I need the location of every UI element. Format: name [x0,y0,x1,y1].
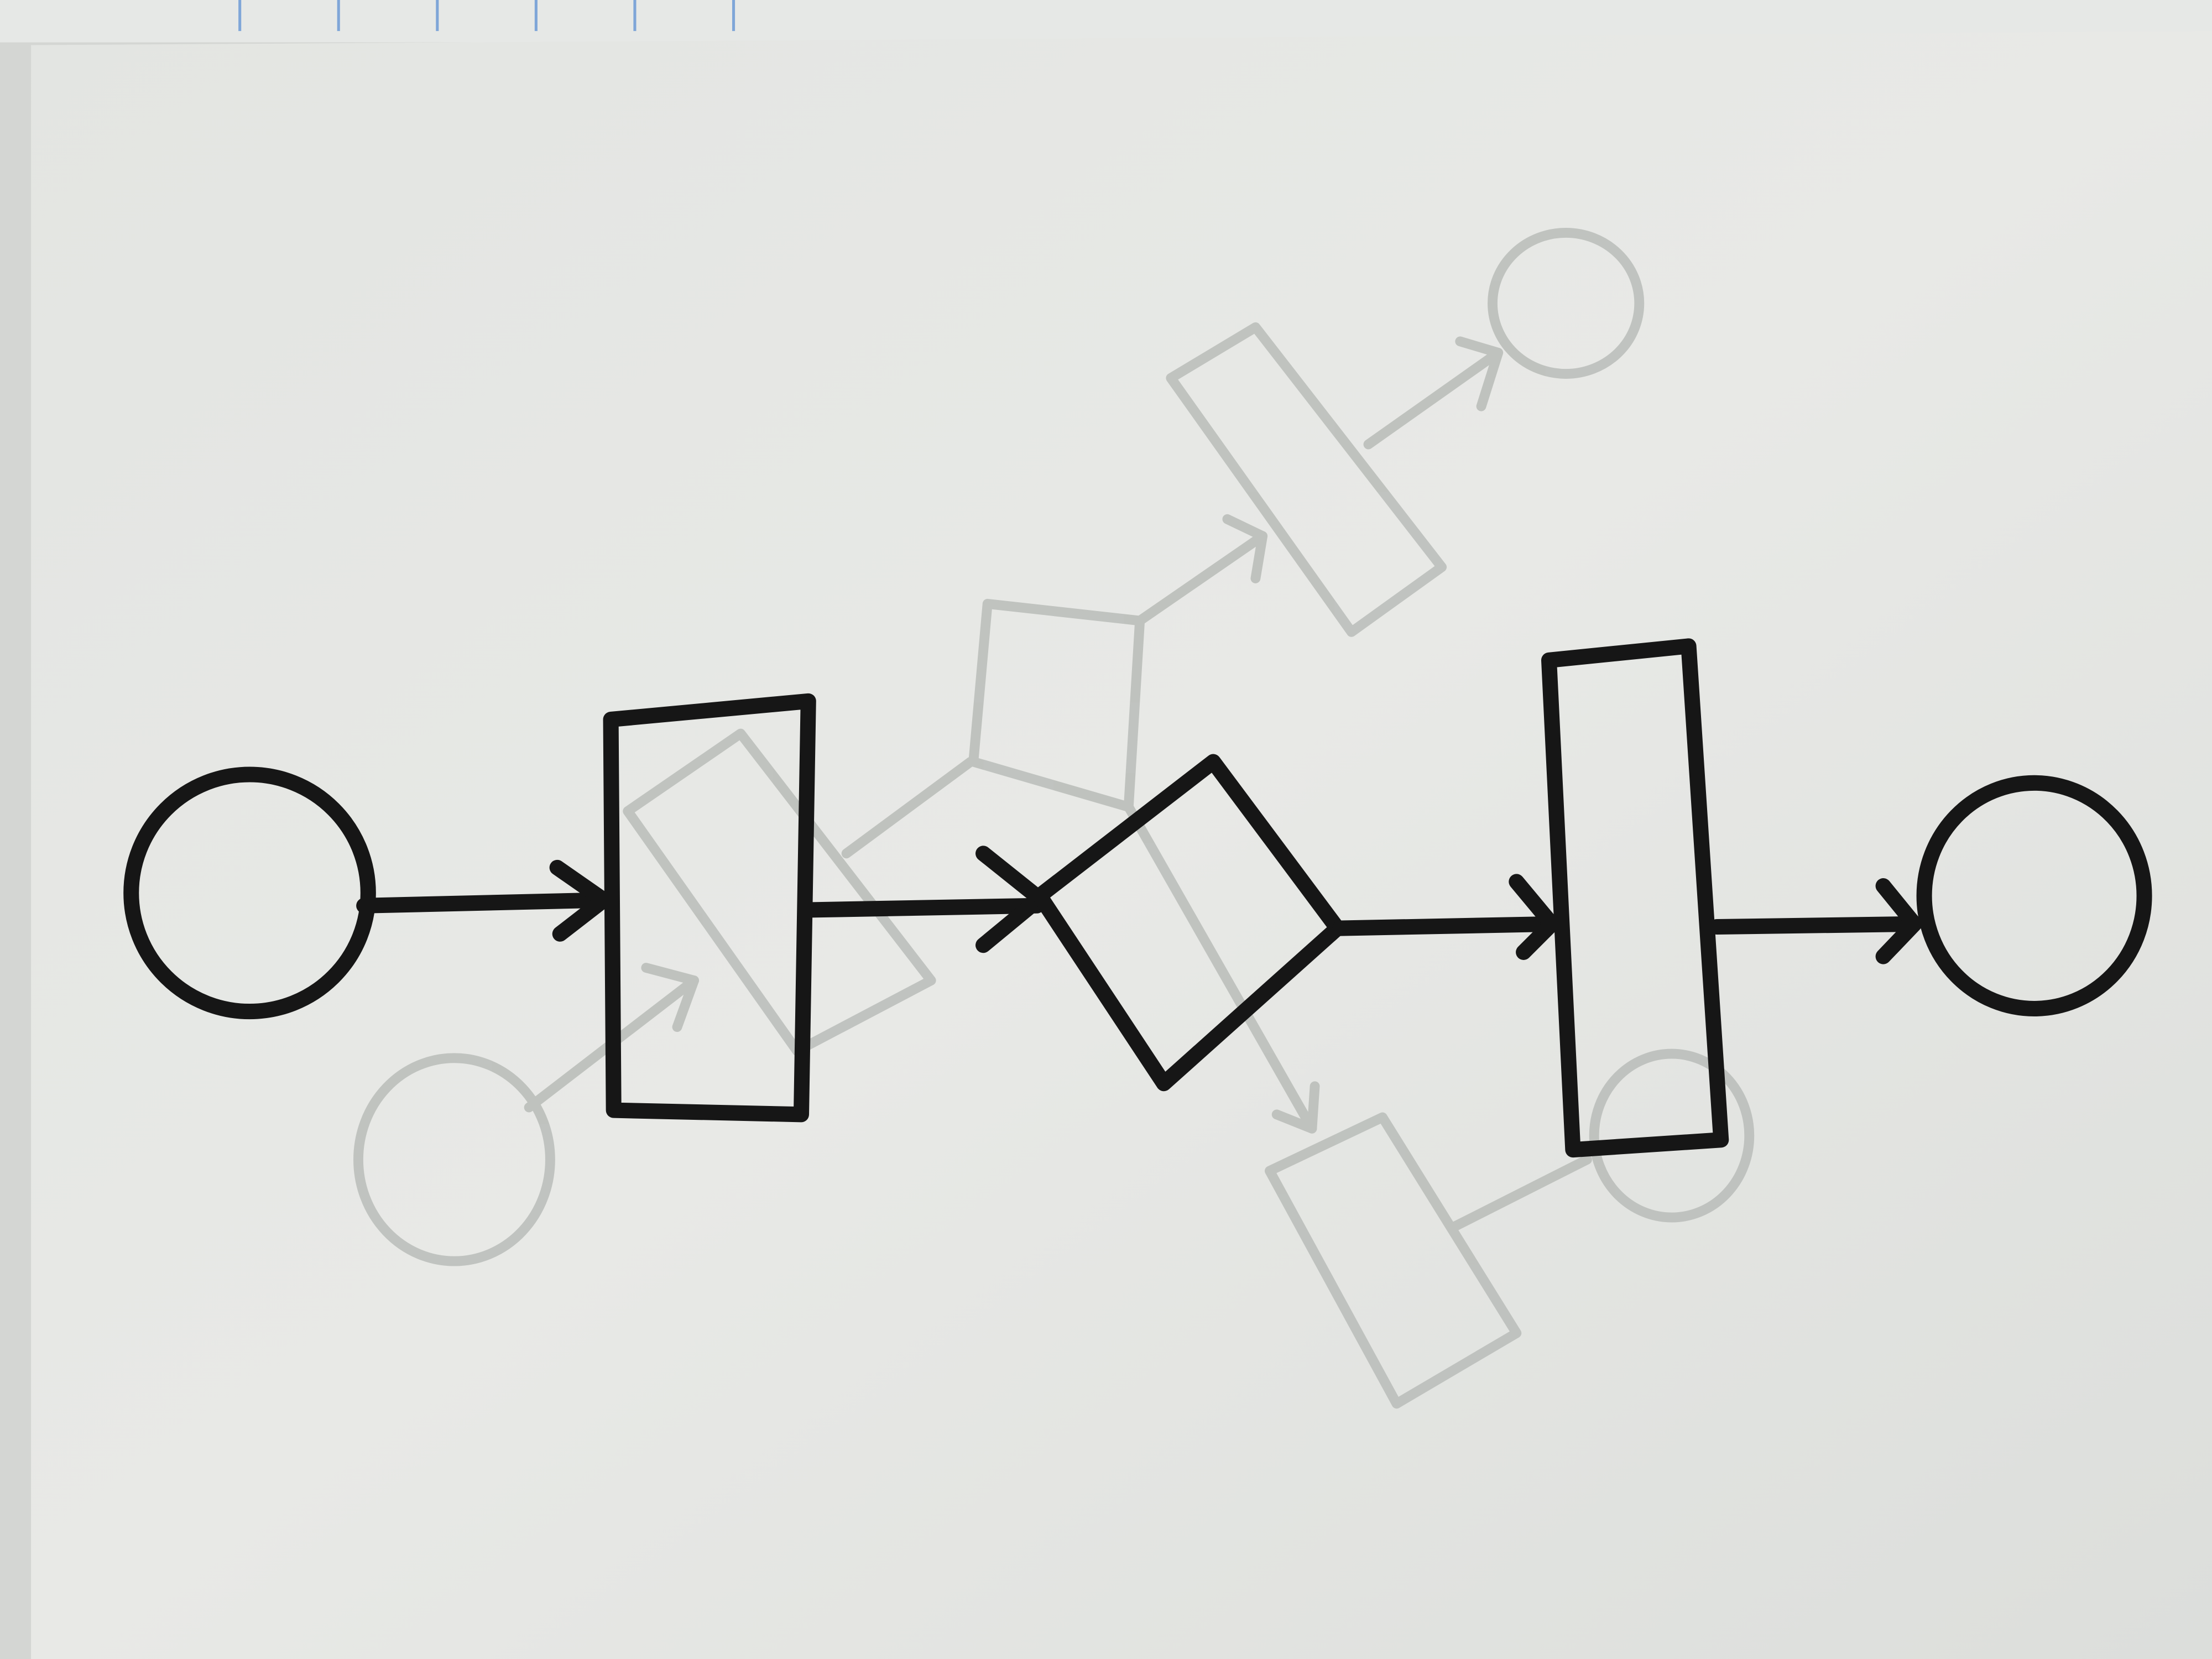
arrow-head [1875,878,1922,964]
paper [31,31,2212,1659]
arrow [803,898,1045,918]
process-node [603,693,816,1123]
bleed-through [353,227,1755,1409]
flow [123,638,2152,1158]
start-node [123,766,376,1020]
end-node [1916,775,2152,1017]
arrow-head [549,859,612,942]
grid-marks [238,0,735,32]
arrow [356,892,612,914]
arrow [1709,916,1919,935]
process-node [1541,638,1729,1158]
arrow-head [1509,874,1560,960]
arrow [1332,916,1560,936]
